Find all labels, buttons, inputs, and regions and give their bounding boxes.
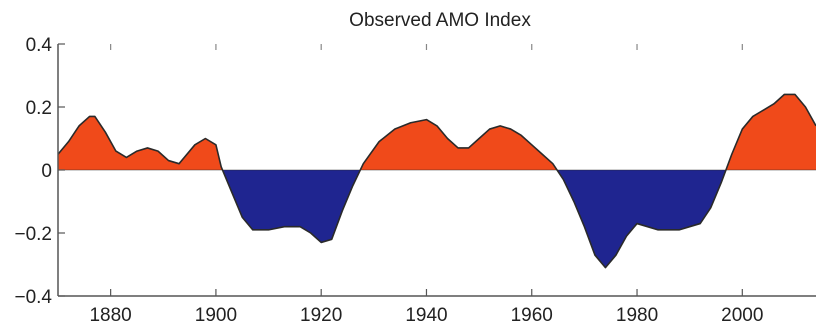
x-tick-label: 1960 [511, 305, 553, 326]
amo-index-line [57, 93, 816, 269]
y-tick-label: 0 [41, 161, 52, 182]
tick-labels: 1880 1900 1920 1940 1960 1980 2000 0.4 0.2 0 −0.2 −… [14, 35, 763, 326]
x-tick-label: 1900 [195, 305, 237, 326]
negative-area [557, 170, 726, 268]
series-lines [57, 93, 816, 269]
x-tick-label: 2000 [721, 305, 763, 326]
x-tick-label: 1920 [300, 305, 342, 326]
y-tick-label: −0.4 [14, 287, 52, 308]
x-tick-label: 1880 [89, 305, 131, 326]
chart-title: Observed AMO Index [349, 10, 531, 31]
tick-marks [58, 43, 743, 297]
positive-area [360, 119, 558, 170]
y-tick-label: 0.4 [26, 35, 53, 56]
positive-area [725, 94, 816, 170]
x-tick-label: 1940 [405, 305, 447, 326]
area-fills [58, 94, 816, 268]
y-tick-label: 0.2 [26, 98, 52, 119]
x-tick-label: 1980 [616, 305, 658, 326]
y-tick-label: −0.2 [14, 224, 52, 245]
negative-area [222, 170, 361, 243]
positive-area [58, 116, 223, 170]
